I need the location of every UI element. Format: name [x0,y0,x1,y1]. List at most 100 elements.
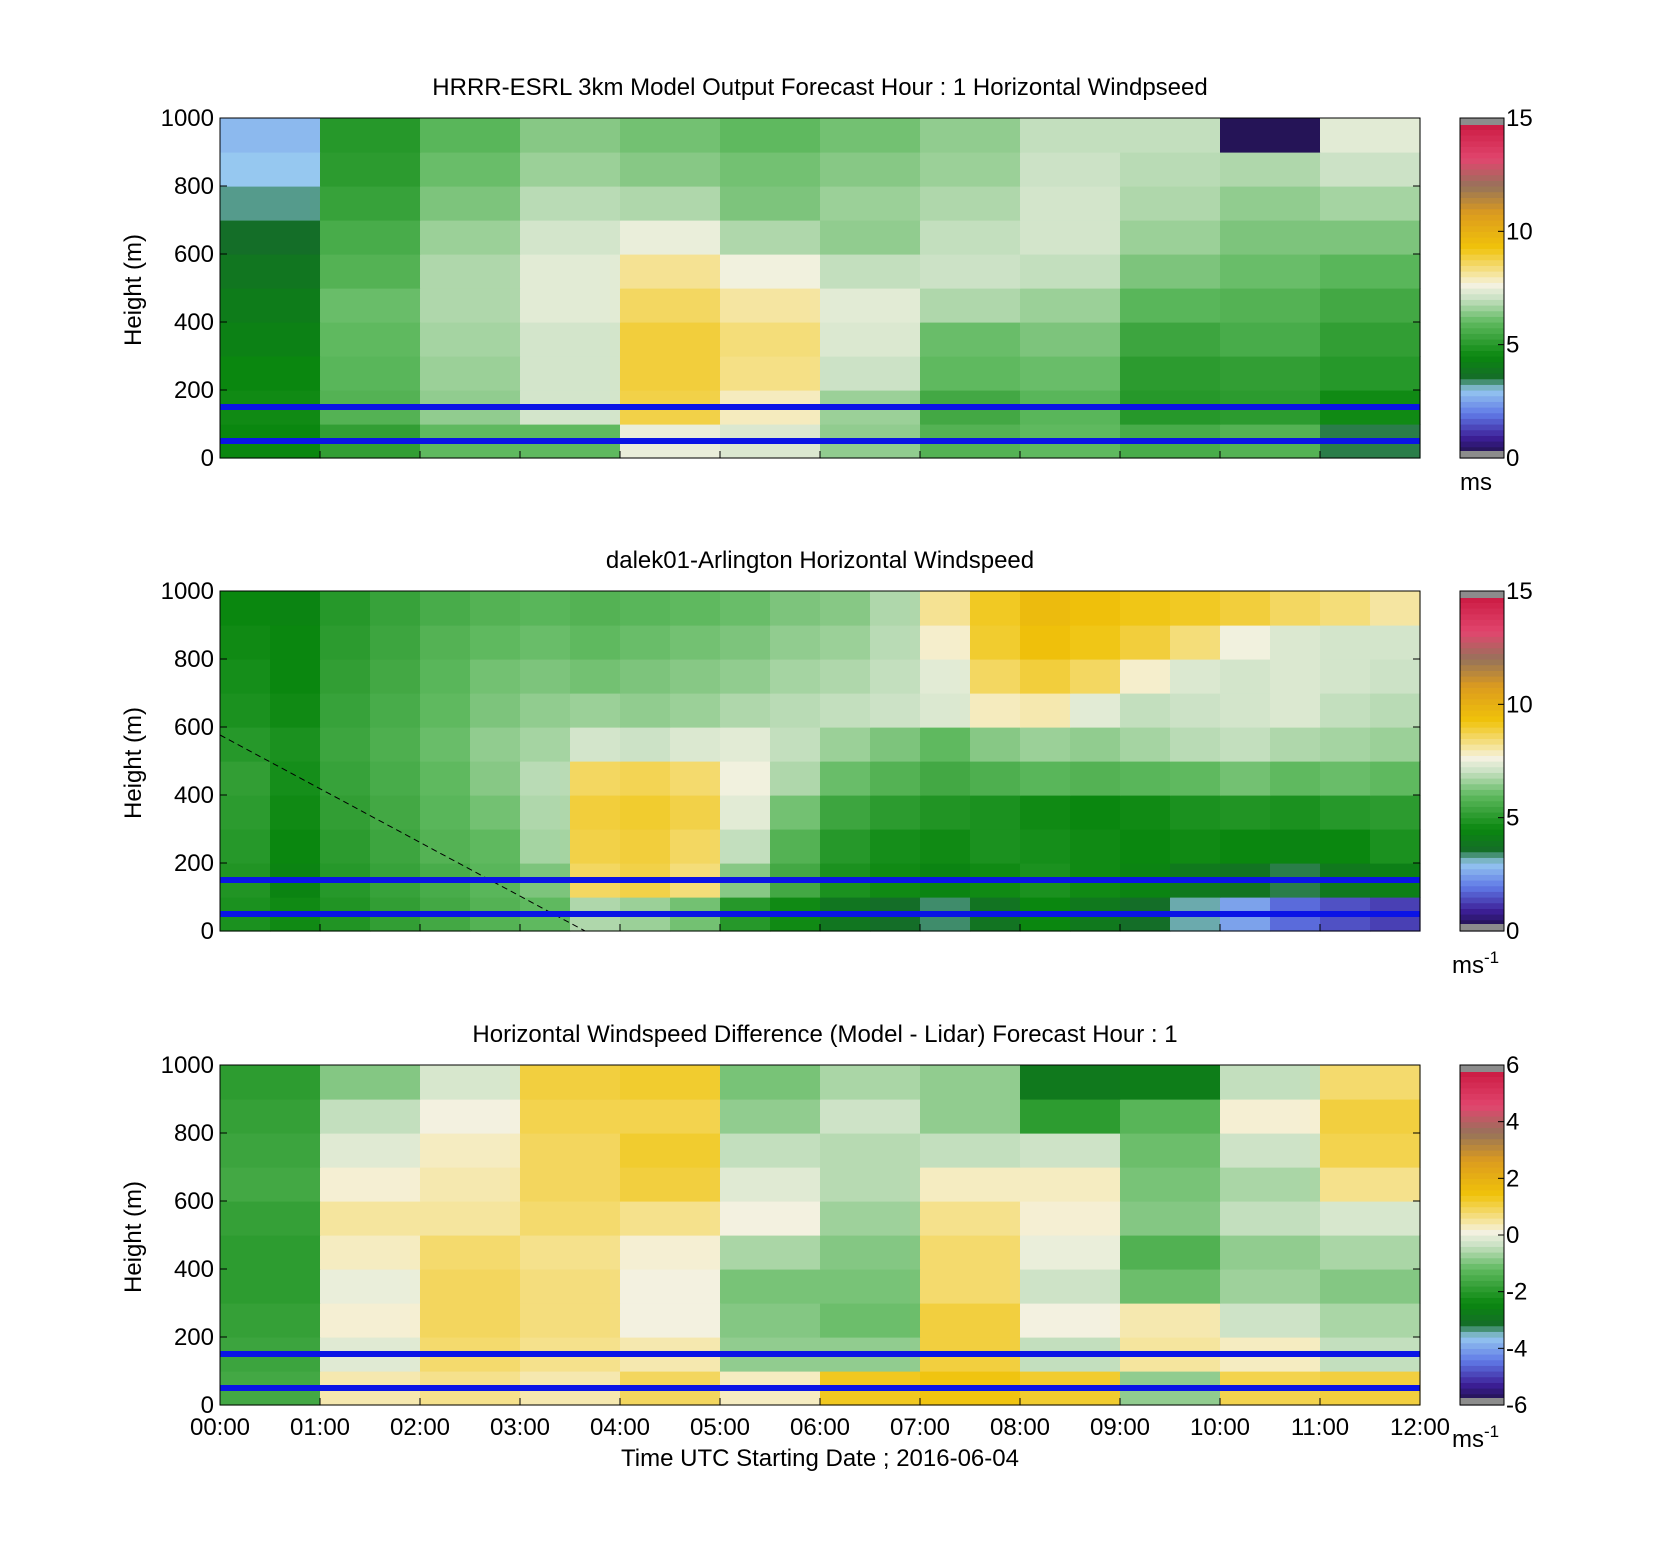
heatmap-cell [620,220,721,255]
heatmap-cell [520,761,571,796]
heatmap-cell [1070,761,1121,796]
colorbar-segment [1460,1263,1504,1270]
heatmap-cell [1170,693,1221,728]
heatmap-cell [1020,1269,1121,1304]
colorbar-segment [1460,1274,1504,1281]
colorbar-segment [1460,1116,1504,1123]
heatmap-cell [220,659,271,694]
heatmap-cell [370,659,421,694]
heatmap-cell [1170,795,1221,830]
heatmap-cell [720,254,821,289]
heatmap-cell [470,727,521,762]
heatmap-cell [220,152,321,187]
colorbar-segment [1460,1121,1504,1128]
colorbar-segment [1460,1269,1504,1276]
heatmap-cell [1370,829,1421,864]
colorbar-segment [1460,630,1504,637]
heatmap-cell [370,625,421,660]
colorbar-segment [1460,789,1504,796]
colorbar-segment [1460,186,1504,193]
colorbar-segment [1460,322,1504,329]
heatmap-cell [420,186,521,221]
colorbar-segment [1460,1201,1504,1208]
heatmap-cell [1370,795,1421,830]
heatmap-cell [1220,1167,1321,1202]
heatmap-cell [570,829,621,864]
heatmap-cell [820,186,921,221]
heatmap-cell [1070,693,1121,728]
heatmap-cell [820,1133,921,1168]
heatmap-cell [320,152,421,187]
heatmap-cell [420,288,521,323]
colorbar-segment [1460,766,1504,773]
heatmap-cell [420,1133,521,1168]
colorbar-segment [1460,1093,1504,1100]
heatmap-cell [320,1167,421,1202]
heatmap-cell [1370,693,1421,728]
colorbar-segment [1460,1184,1504,1191]
heatmap-cell [920,1269,1021,1304]
heatmap-cell [320,659,371,694]
heatmap-cell [920,1099,1021,1134]
heatmap-cell [1320,795,1371,830]
colorbar-frame [1459,117,1505,459]
heatmap-cell [920,118,1021,153]
heatmap-cell [1320,1065,1421,1100]
colorbar-segment [1460,908,1504,915]
colorbar-tick-label: 5 [1506,805,1519,832]
heatmap-cell [1370,727,1421,762]
heatmap-cell [320,761,371,796]
heatmap-cell [1120,1235,1221,1270]
heatmap-cell [870,693,921,728]
heatmap-cell [920,829,971,864]
heatmap-cell [1270,693,1321,728]
heatmap-cell [1120,152,1221,187]
heatmap-cell [270,761,321,796]
heatmap-cell [920,254,1021,289]
heatmap-cell [920,288,1021,323]
heatmap-cell [1220,1201,1321,1236]
heatmap-cell [970,625,1021,660]
heatmap-cell [620,591,671,626]
heatmap-cell [820,152,921,187]
model-windspeed-panel: HRRR-ESRL 3km Model Output Forecast Hour… [120,74,1533,496]
heatmap-cell [820,829,871,864]
heatmap-cell [720,591,771,626]
heatmap-cell [220,186,321,221]
heatmap-cell [1120,1303,1221,1338]
heatmap-cell [470,659,521,694]
heatmap-cell [1320,1269,1421,1304]
heatmap-cell [320,288,421,323]
colorbar-segment [1460,361,1504,368]
colorbar-segment [1460,778,1504,785]
heatmap-cell [720,152,821,187]
panel-title: HRRR-ESRL 3km Model Output Forecast Hour… [432,74,1207,101]
heatmap-cell [1020,591,1071,626]
heatmap-cell [920,591,971,626]
y-tick-label: 200 [174,377,214,404]
colorbar-segment [1460,271,1504,278]
heatmap-cell [870,625,921,660]
heatmap-cell [1220,1099,1321,1134]
heatmap-cell [820,1269,921,1304]
colorbar-ticks: 0 5 10 15 [1498,105,1533,472]
colorbar-segment [1460,231,1504,238]
heatmap-cell [520,1167,621,1202]
heatmap-cell [220,795,271,830]
colorbar-segment [1460,123,1504,130]
colorbar-segment [1460,1348,1504,1355]
heatmap-cell [720,727,771,762]
heatmap-cell [670,795,721,830]
heatmap-cell [520,1303,621,1338]
colorbar-segment [1460,390,1504,397]
colorbar-cap [1460,591,1504,598]
colorbar-segment [1460,327,1504,334]
colorbar-unit-base: ms [1452,1426,1484,1453]
heatmap-cell [920,186,1021,221]
heatmap-cell [370,693,421,728]
colorbar-segment [1460,333,1504,340]
heatmap-cell [220,761,271,796]
heatmap-cell [220,220,321,255]
heatmap-cell [570,795,621,830]
heatmap-cell [720,322,821,357]
